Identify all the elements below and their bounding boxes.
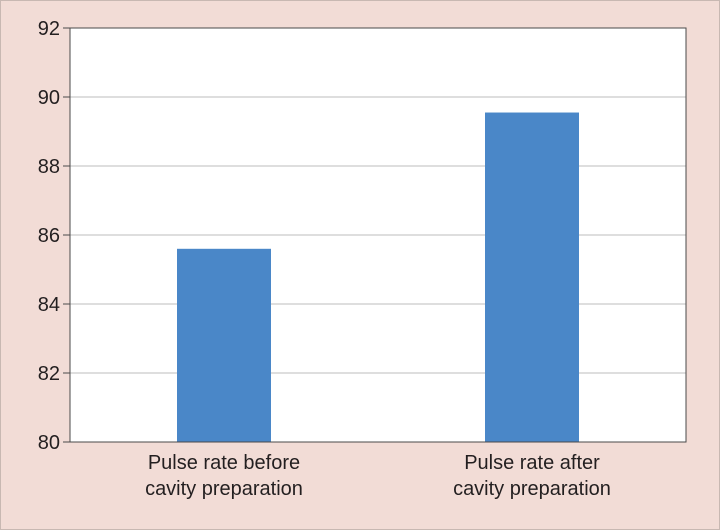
bar [485, 112, 579, 443]
y-tick-label: 88 [38, 156, 60, 178]
x-axis-labels: Pulse rate before cavity preparation Pulse… [145, 452, 611, 500]
gridlines [70, 96, 686, 374]
y-tick-label: 86 [38, 225, 60, 247]
y-tick-label: 84 [38, 294, 60, 316]
y-tick-label: 80 [38, 432, 60, 454]
y-tick-label: 82 [38, 363, 60, 385]
x-category-label: Pulse rate after cavity preparation [453, 452, 611, 500]
y-axis-ticks: 80 82 84 86 88 90 92 [38, 18, 70, 454]
bar [177, 248, 271, 442]
x-category-label: Pulse rate before cavity preparation [145, 452, 303, 500]
y-tick-label: 92 [38, 18, 60, 40]
bars [177, 112, 579, 443]
y-tick-label: 90 [38, 87, 60, 109]
